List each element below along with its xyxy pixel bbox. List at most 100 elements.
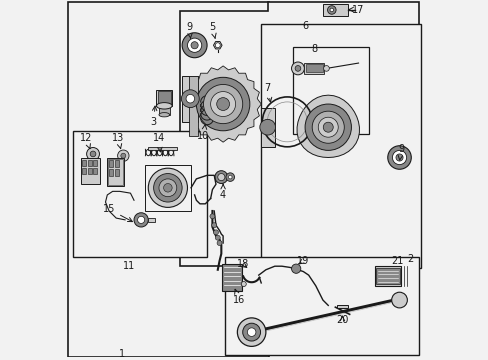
Text: 9: 9 xyxy=(397,144,404,160)
Circle shape xyxy=(395,154,402,161)
Bar xyxy=(224,257,418,355)
Circle shape xyxy=(215,235,220,240)
Polygon shape xyxy=(189,76,198,136)
Circle shape xyxy=(318,117,338,137)
Bar xyxy=(222,264,242,291)
Bar xyxy=(107,158,124,186)
Bar xyxy=(144,165,191,211)
Polygon shape xyxy=(296,95,359,158)
Circle shape xyxy=(217,240,222,246)
Text: 3: 3 xyxy=(150,106,157,127)
Bar xyxy=(292,47,368,134)
Bar xyxy=(82,168,86,174)
Circle shape xyxy=(181,90,199,108)
Circle shape xyxy=(311,111,344,143)
Bar xyxy=(260,24,420,268)
Circle shape xyxy=(391,292,407,308)
Bar xyxy=(374,266,401,286)
Polygon shape xyxy=(213,41,222,49)
Polygon shape xyxy=(180,3,418,266)
Bar xyxy=(109,169,113,176)
Text: 10: 10 xyxy=(197,125,209,141)
Circle shape xyxy=(215,171,227,184)
Bar xyxy=(115,160,119,167)
Text: 1: 1 xyxy=(118,348,124,359)
Circle shape xyxy=(327,6,335,14)
Bar xyxy=(87,160,91,166)
Bar xyxy=(260,108,274,147)
Circle shape xyxy=(134,213,148,227)
Circle shape xyxy=(323,122,332,132)
Circle shape xyxy=(329,8,333,12)
Circle shape xyxy=(259,120,275,135)
Text: 11: 11 xyxy=(122,261,135,271)
Text: 15: 15 xyxy=(102,204,132,222)
Circle shape xyxy=(242,323,260,341)
Bar xyxy=(73,131,206,257)
Circle shape xyxy=(247,328,255,336)
Bar xyxy=(81,158,100,184)
Circle shape xyxy=(209,214,215,219)
Circle shape xyxy=(191,42,198,49)
Circle shape xyxy=(294,66,300,71)
Text: 18: 18 xyxy=(236,260,248,269)
Text: 19: 19 xyxy=(297,256,309,266)
Circle shape xyxy=(210,91,235,117)
Text: 14: 14 xyxy=(153,133,165,152)
Text: 7: 7 xyxy=(264,83,271,102)
Circle shape xyxy=(323,66,328,71)
Circle shape xyxy=(187,38,202,52)
Circle shape xyxy=(153,174,182,202)
Bar xyxy=(93,160,97,166)
Bar xyxy=(148,218,155,222)
Bar xyxy=(159,106,169,115)
Circle shape xyxy=(90,151,96,157)
Circle shape xyxy=(291,264,300,273)
Bar xyxy=(148,147,177,150)
Text: 20: 20 xyxy=(336,315,348,325)
Bar xyxy=(109,160,113,167)
Ellipse shape xyxy=(159,113,169,117)
Text: 12: 12 xyxy=(80,133,92,149)
Bar xyxy=(108,158,123,185)
Circle shape xyxy=(387,146,410,169)
Text: 9: 9 xyxy=(186,22,192,38)
Text: 16: 16 xyxy=(233,289,245,305)
Circle shape xyxy=(241,282,246,287)
Bar xyxy=(304,63,324,74)
Text: 21: 21 xyxy=(391,256,403,266)
Circle shape xyxy=(185,94,194,103)
Text: 5: 5 xyxy=(209,22,216,38)
Text: 13: 13 xyxy=(112,133,124,149)
Bar xyxy=(87,168,91,174)
Bar xyxy=(158,91,170,104)
Circle shape xyxy=(228,175,231,179)
Circle shape xyxy=(163,184,172,192)
Circle shape xyxy=(118,150,129,161)
Text: 17: 17 xyxy=(348,5,364,15)
Bar xyxy=(93,168,97,174)
Text: 8: 8 xyxy=(310,44,316,54)
Circle shape xyxy=(215,43,220,48)
Ellipse shape xyxy=(156,103,172,109)
Circle shape xyxy=(211,223,216,228)
Text: 4: 4 xyxy=(220,184,226,200)
Bar xyxy=(82,160,86,166)
Polygon shape xyxy=(184,66,261,142)
Circle shape xyxy=(225,173,234,181)
Circle shape xyxy=(159,179,177,197)
Bar xyxy=(305,64,322,72)
Circle shape xyxy=(216,98,229,111)
Bar xyxy=(115,169,119,176)
Circle shape xyxy=(196,77,249,131)
Circle shape xyxy=(148,168,187,207)
Bar xyxy=(68,3,269,357)
Circle shape xyxy=(391,150,406,165)
Circle shape xyxy=(217,174,224,181)
Circle shape xyxy=(237,318,265,346)
Bar xyxy=(336,305,347,308)
Circle shape xyxy=(203,85,242,123)
Circle shape xyxy=(213,230,218,235)
Bar xyxy=(322,4,347,16)
Circle shape xyxy=(86,148,99,160)
